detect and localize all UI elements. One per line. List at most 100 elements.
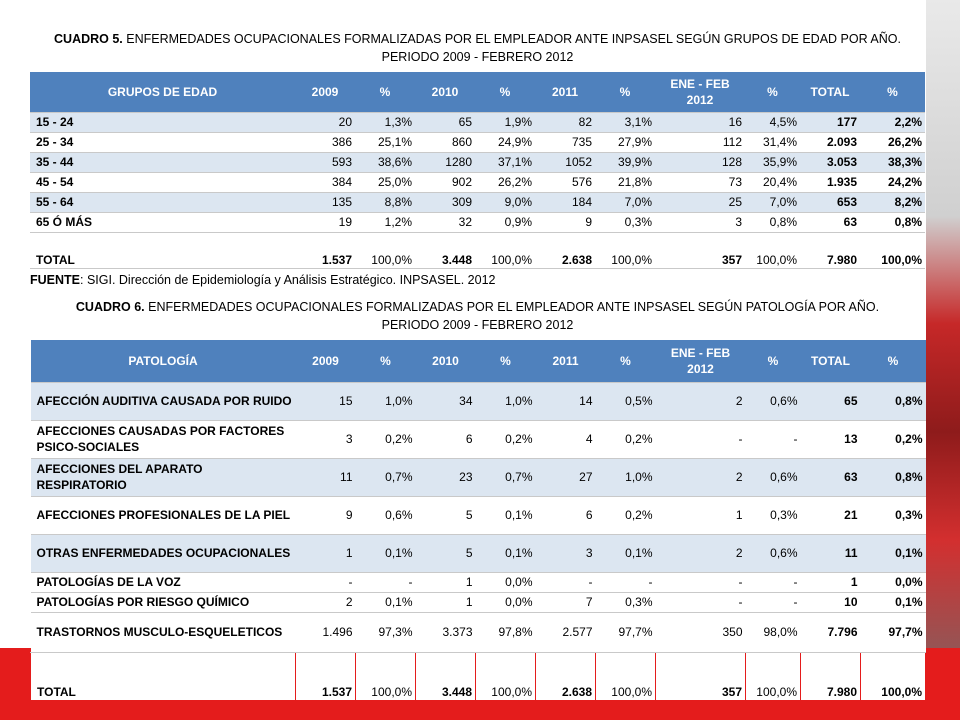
source-label: FUENTE	[30, 273, 80, 287]
header-cell: 2011	[535, 72, 595, 113]
table-cell: -	[655, 572, 746, 593]
table-cell: 0,1%	[475, 496, 536, 535]
table-cell: 1280	[415, 152, 475, 173]
table-cell: -	[655, 420, 746, 459]
table-cell: 0,1%	[860, 592, 926, 613]
table-cell: 21,8%	[595, 172, 655, 193]
header-cell: 2011	[535, 340, 596, 383]
table-cell: 3.448	[415, 651, 476, 701]
header-cell: ENE - FEB 2012	[655, 72, 745, 113]
table-cell: 0,3%	[595, 212, 655, 233]
table-cell: 26,2%	[860, 132, 925, 153]
row-label: AFECCIONES PROFESIONALES DE LA PIEL	[30, 496, 296, 535]
table-cell: 1,9%	[475, 112, 535, 133]
table-cell: 24,2%	[860, 172, 925, 193]
table-cell: 100,0%	[595, 232, 655, 269]
table-cell: -	[535, 572, 596, 593]
side-decoration	[926, 0, 960, 720]
table-cell: 0,2%	[860, 420, 926, 459]
header-row: PATOLOGÍA 2009% 2010% 2011% ENE - FEB 2012% T…	[30, 340, 926, 383]
header-cell: %	[595, 72, 655, 113]
table-cell: 3	[295, 420, 356, 459]
table-row: TRASTORNOS MUSCULO-ESQUELETICOS 1.496 97,3…	[30, 612, 926, 653]
table-cell: 128	[655, 152, 745, 173]
header-cell: %	[475, 340, 536, 383]
table-cell: 902	[415, 172, 475, 193]
table-cell: 0,6%	[355, 496, 416, 535]
table-cell: 0,2%	[595, 420, 656, 459]
table-cell: 0,8%	[860, 382, 926, 421]
header-cell: TOTAL	[800, 340, 861, 383]
header-cell: ENE - FEB 2012	[655, 340, 746, 383]
table-cell: 0,7%	[475, 458, 536, 497]
table-cell: 7.796	[800, 612, 861, 653]
table-cell: -	[655, 592, 746, 613]
table: PATOLOGÍA 2009% 2010% 2011% ENE - FEB 2012% T…	[30, 340, 926, 701]
title-line: PERIODO 2009 - FEBRERO 2012	[381, 50, 574, 64]
table-cell: 35,9%	[745, 152, 800, 173]
table-cell: 100,0%	[860, 232, 925, 269]
header-cell: %	[475, 72, 535, 113]
table-cell: 0,1%	[355, 592, 416, 613]
table-cell: 1.935	[800, 172, 860, 193]
table-cell: -	[745, 420, 801, 459]
table-cell: 2,2%	[860, 112, 925, 133]
table-cell: 3.053	[800, 152, 860, 173]
table-cell: 21	[800, 496, 861, 535]
table-cell: 2	[655, 382, 746, 421]
table-cell: 1	[655, 496, 746, 535]
table-cell: 0,8%	[860, 458, 926, 497]
table-cell: 593	[295, 152, 355, 173]
table-cell: 11	[800, 534, 861, 573]
table-cell: 3	[535, 534, 596, 573]
table-cell: 3,1%	[595, 112, 655, 133]
table-cell: 97,7%	[860, 612, 926, 653]
table-cell: 13	[800, 420, 861, 459]
table-cell: 14	[535, 382, 596, 421]
table-cell: 100,0%	[860, 651, 926, 701]
table-cell: 112	[655, 132, 745, 153]
table-cell: 2.638	[535, 651, 596, 701]
table-cell: 1	[800, 572, 861, 593]
row-label: AFECCIONES DEL APARATO RESPIRATORIO	[30, 458, 296, 497]
table-cell: 0,2%	[355, 420, 416, 459]
table-cell: 350	[655, 612, 746, 653]
table-cell: 860	[415, 132, 475, 153]
table-cell: 0,1%	[475, 534, 536, 573]
table-cell: 0,0%	[475, 572, 536, 593]
table-cell: 7,0%	[595, 192, 655, 213]
table-cell: 386	[295, 132, 355, 153]
table-cell: 97,7%	[595, 612, 656, 653]
table-cell: 63	[800, 212, 860, 233]
table-cell: 2.093	[800, 132, 860, 153]
table-row: AFECCIONES PROFESIONALES DE LA PIEL 9 0,6%…	[30, 496, 926, 535]
source-text: : SIGI. Dirección de Epidemiología y Aná…	[80, 273, 496, 287]
table-cell: 1	[415, 572, 476, 593]
table-cell: 25	[655, 192, 745, 213]
table-cell: 38,3%	[860, 152, 925, 173]
table-cell: 3.448	[415, 232, 475, 269]
title-label: CUADRO 6.	[75, 300, 145, 314]
row-label: 45 - 54	[30, 172, 295, 193]
header-cell: %	[860, 72, 925, 113]
table-cell: 97,3%	[355, 612, 416, 653]
table-cell: 7.980	[800, 651, 861, 701]
table-cell: 97,8%	[475, 612, 536, 653]
table-cell: 98,0%	[745, 612, 801, 653]
table-cell: -	[745, 572, 801, 593]
table-cell: 0,3%	[745, 496, 801, 535]
table-cell: 8,2%	[860, 192, 925, 213]
table-cell: 100,0%	[475, 651, 536, 701]
table-cell: 9,0%	[475, 192, 535, 213]
table-cell: 19	[295, 212, 355, 233]
table-cell: 24,9%	[475, 132, 535, 153]
table-cell: 32	[415, 212, 475, 233]
table-cell: 39,9%	[595, 152, 655, 173]
table-cell: 31,4%	[745, 132, 800, 153]
row-label: PATOLOGÍAS DE LA VOZ	[30, 572, 296, 593]
table-cell: 4	[535, 420, 596, 459]
header-cell: %	[745, 72, 800, 113]
row-label: 65 Ó MÁS	[30, 212, 295, 233]
table-cell: 0,0%	[860, 572, 926, 593]
table-cell: 0,1%	[860, 534, 926, 573]
